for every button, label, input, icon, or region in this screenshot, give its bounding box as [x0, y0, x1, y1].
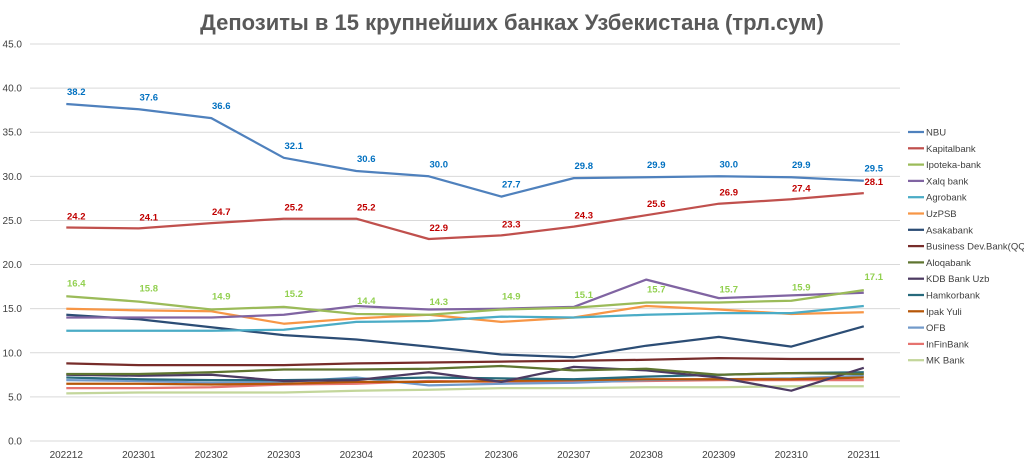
data-label: 28.1: [865, 177, 884, 188]
x-tick-label: 202303: [267, 450, 301, 461]
legend-label: MK Bank: [926, 356, 965, 367]
legend-label: Ipoteka-bank: [926, 160, 981, 171]
data-label: 22.9: [430, 223, 449, 234]
series-line: [66, 356, 864, 367]
data-label: 15.2: [285, 289, 304, 300]
y-tick-label: 30.0: [3, 172, 23, 183]
legend-label: Business Dev.Bank(QQB): [926, 242, 1024, 253]
data-label: 27.4: [792, 183, 811, 194]
series-line: [66, 102, 864, 198]
data-label: 38.2: [67, 87, 86, 98]
x-tick-label: 202310: [775, 450, 809, 461]
data-label: 25.2: [285, 203, 304, 214]
data-label: 29.8: [575, 161, 594, 172]
x-tick-label: 202311: [847, 450, 880, 461]
series-line: [66, 278, 864, 319]
data-label: 29.5: [865, 164, 884, 175]
y-tick-label: 20.0: [3, 260, 23, 271]
legend-label: KDB Bank Uzb: [926, 274, 989, 285]
data-label: 23.3: [502, 219, 521, 230]
x-tick-label: 202302: [195, 450, 229, 461]
series-line: [66, 365, 865, 392]
x-tick-label: 202307: [557, 450, 591, 461]
data-label: 24.7: [212, 207, 231, 218]
data-label: 30.0: [720, 159, 739, 170]
x-tick-label: 202304: [340, 450, 374, 461]
data-label: 26.9: [720, 188, 739, 199]
data-label: 37.6: [140, 92, 159, 103]
y-tick-label: 0.0: [8, 437, 22, 448]
y-tick-label: 35.0: [3, 128, 23, 139]
legend-label: Kapitalbank: [926, 144, 976, 155]
data-label: 30.6: [357, 154, 376, 165]
data-label: 17.1: [865, 272, 884, 283]
data-label: 14.4: [357, 296, 376, 307]
data-label: 15.1: [575, 290, 594, 301]
x-tick-label: 202309: [702, 450, 736, 461]
data-label: 15.9: [792, 283, 811, 294]
series-line: [66, 385, 864, 395]
y-tick-label: 45.0: [3, 40, 23, 51]
legend-label: Asakabank: [926, 225, 973, 236]
series-lines: [66, 102, 865, 395]
data-label: 14.9: [502, 292, 521, 303]
data-label: 36.6: [212, 101, 231, 112]
data-label: 15.7: [647, 284, 666, 295]
legend-label: Aloqabank: [926, 258, 971, 269]
x-axis-ticks: 202212 202301 202302 202303 202304 202305 2023…: [50, 450, 881, 461]
data-label: 27.7: [502, 180, 521, 191]
y-axis-ticks: 0.0 5.0 10.0 15.0 20.0 25.0 30.0 35.0 40.0 45.0: [3, 40, 23, 448]
data-label: 25.6: [647, 199, 666, 210]
data-label: 15.7: [720, 284, 739, 295]
data-label: 24.3: [575, 211, 594, 222]
legend-label: UzPSB: [926, 209, 957, 220]
x-tick-label: 202212: [50, 450, 84, 461]
chart-title: Депозиты в 15 крупнейших банках Узбекист…: [200, 10, 824, 35]
data-label: 25.2: [357, 203, 376, 214]
series-line: [66, 304, 864, 332]
y-tick-label: 5.0: [8, 392, 22, 403]
data-label: 16.4: [67, 278, 86, 289]
x-tick-label: 202301: [122, 450, 156, 461]
y-tick-label: 10.0: [3, 348, 23, 359]
legend-label: Hamkorbank: [926, 291, 980, 302]
data-label: 14.3: [430, 297, 449, 308]
y-tick-label: 25.0: [3, 216, 23, 227]
data-label: 14.9: [212, 292, 231, 303]
x-tick-label: 202306: [485, 450, 519, 461]
legend-label: OFB: [926, 323, 946, 334]
series-line: [66, 364, 864, 376]
series-line: [66, 313, 865, 359]
data-label: 30.0: [430, 159, 449, 170]
legend-label: Xalq bank: [926, 176, 969, 187]
legend-label: NBU: [926, 128, 946, 139]
gridlines: [30, 43, 900, 442]
legend-label: Agrobank: [926, 193, 967, 204]
data-label: 24.1: [140, 212, 159, 223]
series-line: [66, 288, 864, 316]
series-line: [66, 191, 864, 241]
data-label: 32.1: [285, 141, 304, 152]
legend: NBU Kapitalbank Ipoteka-bank Xalq bank Agrob…: [908, 128, 1024, 367]
data-label: 24.2: [67, 212, 86, 223]
y-tick-label: 40.0: [3, 84, 23, 95]
data-label: 29.9: [792, 160, 811, 171]
data-labels: 38.2 37.6 36.6 32.1 30.6 30.0 27.7 29.8 29.9 30.0…: [67, 87, 884, 308]
x-tick-label: 202308: [630, 450, 664, 461]
x-tick-label: 202305: [412, 450, 446, 461]
legend-label: Ipak Yuli: [926, 307, 962, 318]
data-label: 29.9: [647, 160, 666, 171]
legend-label: InFinBank: [926, 339, 969, 350]
y-tick-label: 15.0: [3, 304, 23, 315]
data-label: 15.8: [140, 284, 159, 295]
